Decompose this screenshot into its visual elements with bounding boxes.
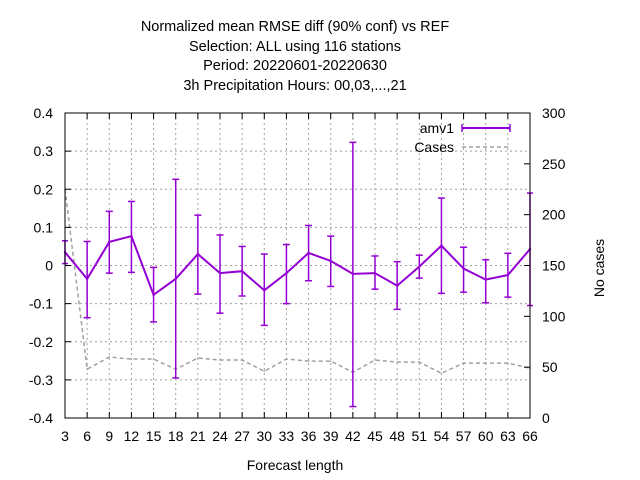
legend-marks [461,124,511,148]
y2-axis-label: No cases [591,239,607,297]
amv1-point [218,271,222,275]
cases-point [86,368,88,371]
amv1-point [440,244,443,247]
x-tick-label: 3 [61,428,69,444]
amv1-point [373,271,377,275]
x-tick-labels: 3 6 9 12 15 18 21 24 27 30 33 36 39 42 45 48 51 54 57 60 63 6… [61,428,538,444]
amv1-point [462,267,465,270]
amv1-point [329,259,332,263]
x-tick-label: 51 [411,428,427,444]
y2-tick-labels: 0 50 100 150 200 250 300 [542,105,566,426]
x-tick-label: 9 [105,428,113,444]
amv1-point [285,271,288,275]
x-tick-label: 27 [234,428,250,444]
amv1-point [484,278,487,281]
y2-tick-label: 150 [542,258,566,274]
cases-point [418,361,421,363]
y-tick-label: -0.3 [29,372,53,388]
x-tick-label: 33 [279,428,295,444]
x-tick-label: 66 [522,428,538,444]
cases-line [64,189,531,375]
x-tick-label: 48 [389,428,405,444]
cases-point [263,370,266,373]
amv1-point [196,252,200,256]
y2-tick-label: 0 [542,410,550,426]
x-tick-label: 24 [212,428,228,444]
y-tick-label: 0 [45,258,53,274]
y2-tick-label: 250 [542,156,566,172]
amv1-point [85,277,89,281]
x-tick-label: 57 [456,428,472,444]
x-tick-label: 54 [434,428,450,444]
x-tick-label: 42 [345,428,361,444]
legend-label-cases: Cases [414,139,454,155]
y-tick-label: 0.1 [34,219,54,235]
x-tick-label: 39 [323,428,339,444]
y-tick-label: -0.2 [29,334,53,350]
y-tick-label: 0.4 [34,105,54,121]
x-axis-label: Forecast length [247,457,344,473]
title-line-1: Normalized mean RMSE diff (90% conf) vs … [141,19,450,35]
amv1-point [108,240,111,244]
amv1-point [263,289,266,292]
cases-point [130,358,133,360]
cases-point [396,361,398,363]
cases-point [241,359,243,361]
cases-point [108,356,111,358]
amv1-errorbar [482,259,490,304]
amv1-point [152,293,155,297]
amv1-point [506,273,510,277]
cases-point [374,359,376,361]
amv1-series [62,141,533,408]
title-line-4: 3h Precipitation Hours: 00,03,...,21 [183,78,406,94]
cases-point [219,359,221,361]
amv1-point [395,284,399,287]
y2-tick-label: 100 [542,308,566,324]
legend-label-amv1: amv1 [420,120,454,136]
cases-point [307,360,310,362]
x-tick-label: 45 [367,428,383,444]
cases-point [197,357,199,359]
x-tick-label: 15 [146,428,162,444]
x-tick-label: 6 [83,428,91,444]
amv1-line [64,234,531,297]
y-tick-label: -0.4 [29,410,53,426]
chart-title: Normalized mean RMSE diff (90% conf) vs … [141,19,450,94]
cases-point [484,362,487,364]
y-tick-label: 0.2 [34,181,54,197]
x-tick-label: 36 [301,428,317,444]
x-tick-label: 12 [124,428,140,444]
amv1-point [307,251,310,255]
axis-ticks [64,112,531,419]
y2-tick-label: 200 [542,207,566,223]
x-tick-label: 60 [478,428,494,444]
y-tick-labels: -0.4 -0.3 -0.2 -0.1 0 0.1 0.2 0.3 0.4 [29,105,53,426]
cases-point [462,362,465,364]
y2-tick-label: 50 [542,359,558,375]
y-tick-label: -0.1 [29,296,53,312]
cases-point [440,372,443,375]
legend: amv1 Cases [414,120,511,155]
y-tick-label: 0.3 [34,143,54,159]
cases-point [285,358,288,360]
amv1-point [174,277,177,281]
cases-point [152,358,155,360]
amv1-point [130,234,133,238]
x-tick-label: 30 [256,428,272,444]
x-tick-label: 63 [500,428,516,444]
title-line-2: Selection: ALL using 116 stations [189,39,401,55]
cases-series [64,188,531,375]
x-tick-label: 18 [168,428,184,444]
title-line-3: Period: 20220601-20220630 [203,58,387,74]
cases-point [329,360,332,362]
cases-point [507,362,509,364]
amv1-point [240,270,244,273]
x-tick-label: 21 [190,428,206,444]
amv1-point [351,272,355,276]
y2-tick-label: 300 [542,105,566,121]
amv1-point [418,265,421,268]
